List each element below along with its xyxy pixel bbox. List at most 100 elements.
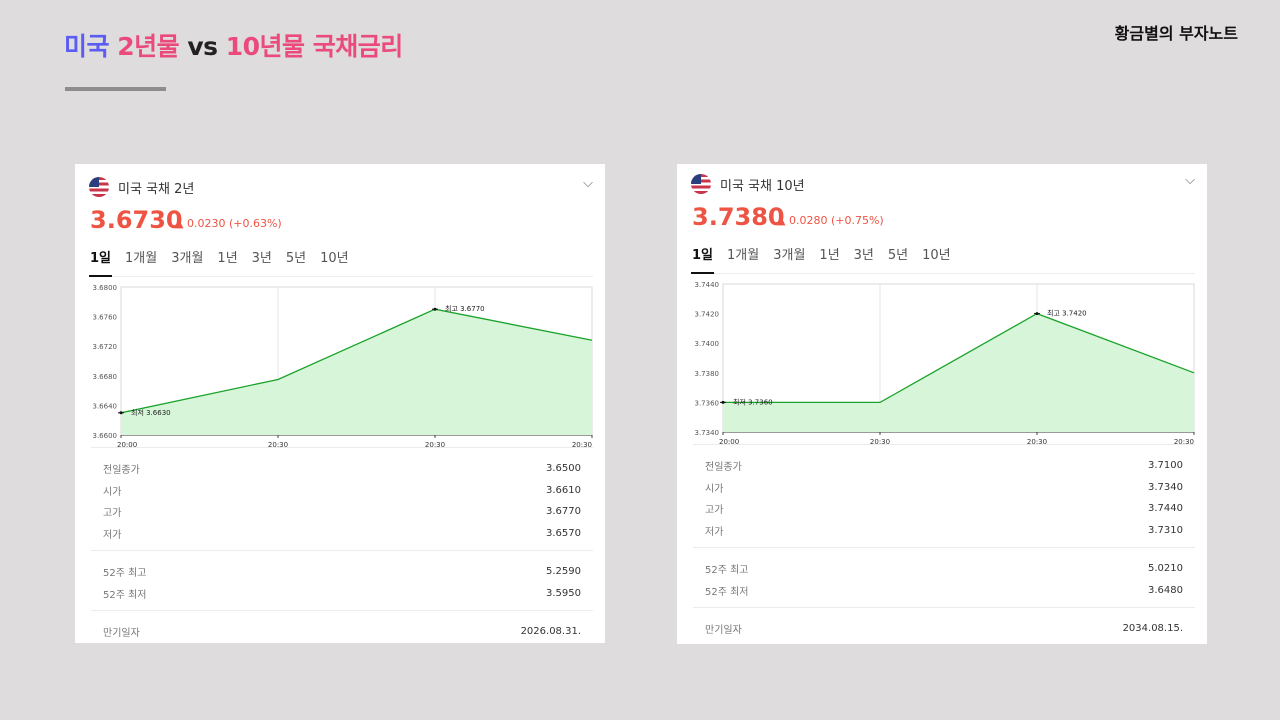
low-label: 최저 3.7360 [733, 397, 773, 406]
y-tick-label: 3.7360 [695, 399, 720, 407]
x-tick-label: 20:30 [1174, 438, 1194, 444]
stat-group-maturity: 만기일자 2034.08.15. [693, 607, 1195, 644]
price-row: 3.7380 ▲ 0.0280 (+0.75%) [677, 203, 1207, 239]
current-price: 3.6730 [90, 206, 183, 234]
stat-label: 고가 [705, 505, 724, 517]
x-tick-label: 20:30 [425, 441, 445, 447]
y-tick-label: 3.6720 [93, 343, 118, 351]
stat-value: 2026.08.31. [520, 626, 581, 638]
stat-group-daily: 전일종가 3.7100 시가 3.7340 고가 3.7440 저가 3.7310 [693, 444, 1195, 547]
title-part-country: 미국 [64, 32, 110, 61]
low-label: 최저 3.6630 [131, 408, 171, 417]
price-row: 3.6730 ▲ 0.0230 (+0.63%) [75, 206, 605, 242]
tab-3y[interactable]: 3년 [853, 248, 874, 263]
price-chart: 3.7440 3.7420 3.7400 3.7380 3.7360 3.7340 20:0… [677, 274, 1207, 444]
stat-label: 저가 [103, 529, 122, 541]
x-tick-label: 20:30 [572, 441, 592, 447]
us-flag-icon [691, 174, 711, 194]
low-point [119, 411, 123, 415]
stat-row-open: 시가 3.7340 [693, 477, 1195, 499]
title-vs: vs [187, 32, 218, 61]
tab-10y[interactable]: 10년 [320, 251, 349, 266]
chevron-down-icon[interactable]: ⌵ [583, 176, 593, 191]
tab-1m[interactable]: 1개월 [727, 248, 760, 263]
tab-1d[interactable]: 1일 [691, 239, 715, 274]
stat-row-high: 고가 3.6770 [91, 501, 593, 523]
stat-group-52w: 52주 최고 5.2590 52주 최저 3.5950 [91, 550, 593, 610]
stat-label: 저가 [705, 526, 724, 538]
tab-3y[interactable]: 3년 [251, 251, 272, 266]
title-underline [65, 87, 166, 91]
card-header[interactable]: 미국 국채 2년 ⌵ [75, 164, 605, 206]
y-tick-label: 3.6760 [93, 314, 118, 322]
stat-group-daily: 전일종가 3.6500 시가 3.6610 고가 3.6770 저가 3.6570 [91, 447, 593, 550]
stat-value: 2034.08.15. [1122, 623, 1183, 635]
stats-panel: 전일종가 3.7100 시가 3.7340 고가 3.7440 저가 3.7310 52… [693, 444, 1195, 644]
stat-label: 시가 [705, 483, 724, 495]
stat-label: 시가 [103, 486, 122, 498]
bond-card-10y: 미국 국채 10년 ⌵ 3.7380 ▲ 0.0280 (+0.75%) 1일 … [677, 164, 1207, 644]
card-header[interactable]: 미국 국채 10년 ⌵ [677, 164, 1207, 203]
stat-label: 고가 [103, 508, 122, 520]
y-tick-label: 3.6640 [93, 402, 118, 410]
x-tick-label: 20:30 [1027, 438, 1047, 444]
stat-label: 전일종가 [705, 462, 742, 474]
brand-label: 황금별의 부자노트 [1114, 24, 1238, 43]
stat-label: 만기일자 [103, 628, 140, 640]
stat-row-52w-low: 52주 최저 3.5950 [91, 583, 593, 605]
price-chart: 3.6800 3.6760 3.6720 3.6680 3.6640 3.6600 20:0… [75, 277, 605, 447]
stat-row-high: 고가 3.7440 [693, 498, 1195, 520]
stat-value: 3.7310 [1148, 524, 1183, 536]
x-tick-label: 20:30 [268, 441, 288, 447]
high-label: 최고 3.7420 [1047, 309, 1087, 318]
stat-label: 52주 최저 [103, 589, 147, 601]
tab-3m[interactable]: 3개월 [773, 248, 806, 263]
stat-value: 3.7340 [1148, 481, 1183, 493]
tab-1d[interactable]: 1일 [89, 242, 113, 277]
stat-row-52w-low: 52주 최저 3.6480 [693, 580, 1195, 602]
stat-value: 3.7440 [1148, 503, 1183, 515]
chart-svg: 3.7440 3.7420 3.7400 3.7380 3.7360 3.734020:0… [695, 281, 1195, 444]
tab-5y[interactable]: 5년 [887, 248, 909, 263]
us-flag-icon [89, 177, 109, 197]
stat-row-prev-close: 전일종가 3.6500 [91, 458, 593, 480]
high-point [433, 307, 437, 311]
tab-1m[interactable]: 1개월 [125, 251, 158, 266]
stat-row-low: 저가 3.7310 [693, 520, 1195, 542]
tab-3m[interactable]: 3개월 [171, 251, 204, 266]
x-tick-label: 20:00 [117, 441, 137, 447]
price-change: ▲ 0.0230 (+0.63%) [175, 217, 282, 230]
title-part-2y: 2년물 [117, 32, 180, 61]
tab-5y[interactable]: 5년 [285, 251, 307, 266]
y-tick-label: 3.6680 [93, 373, 118, 381]
stat-group-maturity: 만기일자 2026.08.31. [91, 610, 593, 643]
stat-value: 3.6570 [546, 527, 581, 539]
series-line [723, 312, 1195, 404]
x-tick-label: 20:30 [870, 438, 890, 444]
stat-group-52w: 52주 최고 5.0210 52주 최저 3.6480 [693, 547, 1195, 607]
tab-10y[interactable]: 10년 [922, 248, 951, 263]
tab-1y[interactable]: 1년 [217, 251, 238, 266]
period-tabs: 1일 1개월 3개월 1년 3년 5년 10년 [691, 239, 1195, 274]
y-tick-label: 3.7420 [695, 311, 720, 319]
stat-row-prev-close: 전일종가 3.7100 [693, 455, 1195, 477]
stat-row-open: 시가 3.6610 [91, 480, 593, 502]
stat-label: 만기일자 [705, 625, 742, 637]
series-area [121, 309, 592, 435]
y-tick-label: 3.7400 [695, 340, 720, 348]
x-tick-label: 20:00 [719, 438, 739, 444]
title-part-10y: 10년물 국채금리 [225, 32, 404, 61]
slide-title: 미국 2년물 vs 10년물 국채금리 [64, 30, 403, 64]
high-label: 최고 3.6770 [445, 304, 485, 313]
stat-value: 3.6770 [546, 506, 581, 518]
stat-label: 52주 최고 [705, 565, 749, 577]
chevron-down-icon[interactable]: ⌵ [1185, 173, 1195, 188]
stat-label: 52주 최저 [705, 586, 749, 598]
price-change: ▲ 0.0280 (+0.75%) [777, 214, 884, 227]
series-area [723, 313, 1194, 432]
tab-1y[interactable]: 1년 [819, 248, 840, 263]
low-point [721, 400, 725, 404]
y-tick-label: 3.7380 [695, 370, 720, 378]
stat-label: 52주 최고 [103, 568, 147, 580]
stat-value: 3.7100 [1148, 460, 1183, 472]
